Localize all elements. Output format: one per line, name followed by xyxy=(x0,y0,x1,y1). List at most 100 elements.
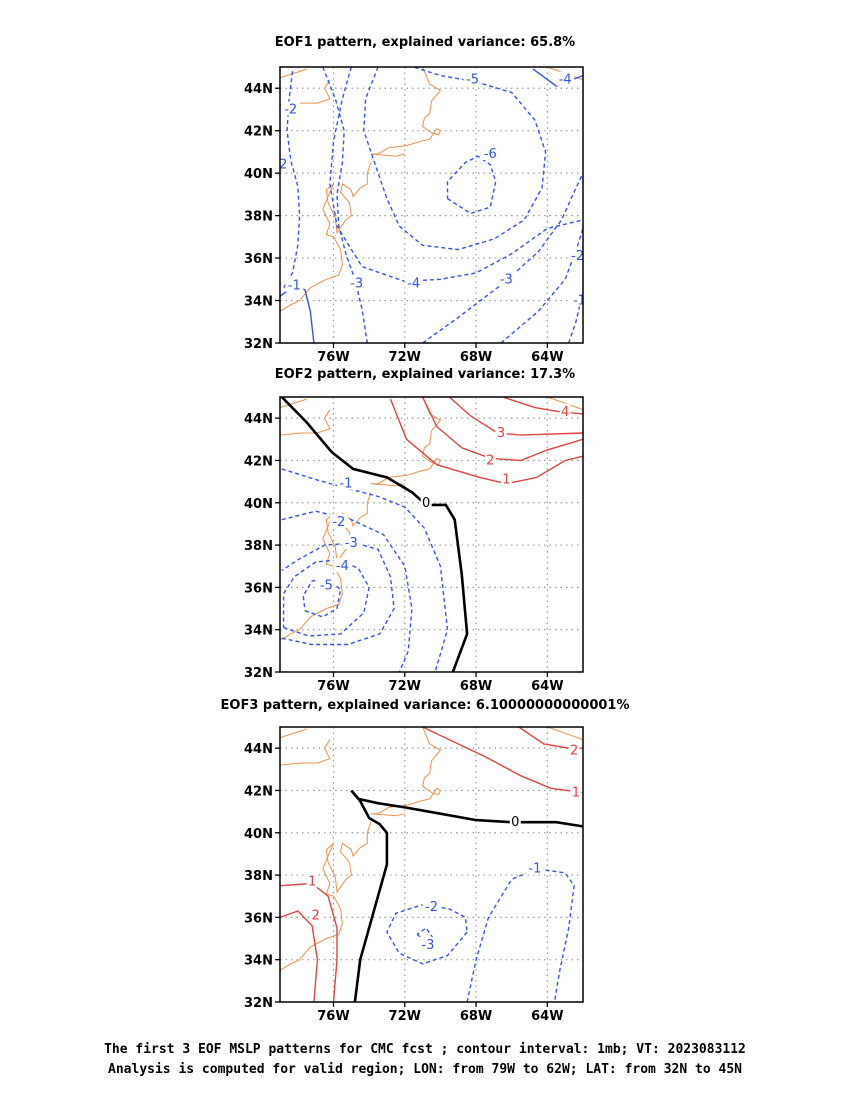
coastline xyxy=(280,728,307,739)
contour-label: -2 xyxy=(571,249,584,264)
coastline xyxy=(280,492,372,641)
contour-line xyxy=(282,559,370,637)
lat-tick-label: 36N xyxy=(244,252,273,267)
contour-line xyxy=(466,867,575,1002)
contour-label: 1 xyxy=(572,786,580,801)
map-panel-3: 0 1 2 -1 -2 -3 1 2 44N 42N 40N 38N 36N 34N 32N 76W 72W 68… xyxy=(244,726,584,1024)
contour-line xyxy=(422,727,583,794)
contour-label-bg xyxy=(333,558,352,573)
contour-label: -2 xyxy=(284,102,297,117)
contour-label: -1 xyxy=(528,862,541,877)
contour-line xyxy=(302,578,342,618)
contour-line xyxy=(363,67,547,251)
contour-line xyxy=(280,882,338,1002)
eof-maps: -2-2-1 -3-4-5-6-4 -3-2-144N42N40N38N36N34N… xyxy=(244,66,586,1024)
contour-line xyxy=(281,542,395,646)
contour-label-bg xyxy=(310,907,322,922)
lon-tick-label: 68W xyxy=(460,1009,492,1024)
lat-tick-label: 44N xyxy=(244,82,273,97)
coastline xyxy=(370,397,442,487)
contour-line xyxy=(386,903,468,965)
contour-label: 0 xyxy=(422,496,430,511)
contour-label-bg xyxy=(317,577,336,592)
lon-tick-label: 76W xyxy=(317,679,349,694)
contour-label-bg xyxy=(347,275,366,290)
contour-label-bg xyxy=(525,860,544,875)
caption-line-1: The first 3 EOF MSLP patterns for CMC fc… xyxy=(104,1042,746,1057)
contour-label-bg xyxy=(570,784,582,799)
panel-title-3: EOF3 pattern, explained variance: 6.1000… xyxy=(220,698,630,713)
lat-tick-label: 42N xyxy=(244,125,273,140)
contour-label-bg xyxy=(404,275,423,290)
contour-line xyxy=(280,910,319,1002)
contour-label: -4 xyxy=(407,277,420,292)
coastline xyxy=(280,409,331,436)
contour-line xyxy=(280,397,469,672)
contour-label-bg xyxy=(500,471,512,486)
contour-line xyxy=(446,155,497,215)
contour-label: -4 xyxy=(559,73,572,88)
contour-line xyxy=(422,172,583,343)
lat-tick-label: 34N xyxy=(244,295,273,310)
lat-tick-label: 40N xyxy=(244,497,273,512)
map-panel-1: -2 -2 -1 -3 -4 -5 -6 -4 -3 -2 -1 44N 42N 40N 38N 36N 34N… xyxy=(244,66,586,365)
contour-label-bg xyxy=(495,424,507,439)
lat-tick-label: 42N xyxy=(244,454,273,469)
lon-tick-label: 72W xyxy=(389,1009,421,1024)
lat-tick-label: 34N xyxy=(244,954,273,969)
contour-label: 3 xyxy=(497,426,505,441)
contour-label: -1 xyxy=(339,477,352,492)
coastline xyxy=(280,162,372,312)
lon-tick-label: 64W xyxy=(531,679,563,694)
contour-line xyxy=(350,789,583,1002)
contour-label-bg xyxy=(336,475,355,490)
contour-label-bg xyxy=(497,271,516,286)
contour-label: 4 xyxy=(561,405,569,420)
coastline xyxy=(280,822,372,971)
contour-label-bg xyxy=(570,292,583,307)
contour-label-bg xyxy=(556,71,575,86)
contour-label: -3 xyxy=(350,277,363,292)
lat-tick-label: 38N xyxy=(244,210,273,225)
contour-label: -2 xyxy=(332,515,345,530)
contour-label-bg xyxy=(481,146,500,161)
coastline xyxy=(280,68,307,79)
lon-tick-label: 68W xyxy=(460,350,492,365)
contour-label-bg xyxy=(281,101,300,116)
contour-label: -1 xyxy=(573,294,586,309)
lat-tick-label: 44N xyxy=(244,412,273,427)
lon-tick-label: 72W xyxy=(389,679,421,694)
lat-tick-label: 40N xyxy=(244,827,273,842)
contour-label-bg xyxy=(568,742,580,757)
coastline xyxy=(547,397,583,411)
contour-label: 1 xyxy=(502,473,510,488)
lon-tick-label: 64W xyxy=(531,350,563,365)
lat-tick-label: 44N xyxy=(244,742,273,757)
contour-line xyxy=(329,67,583,283)
coastline xyxy=(370,727,442,817)
map-frame xyxy=(279,396,584,673)
contour-line xyxy=(281,468,449,672)
contour-line xyxy=(280,284,315,343)
contour-line xyxy=(502,397,583,415)
map-panel-2: 0 123 4 -1 -2-3 -4-5 44N 42N 40N 38N 36N 34N 32N 76W 7… xyxy=(244,396,584,694)
lat-tick-label: 38N xyxy=(244,539,273,554)
lat-tick-label: 32N xyxy=(244,666,273,681)
lat-tick-label: 38N xyxy=(244,869,273,884)
lon-tick-label: 68W xyxy=(460,679,492,694)
lon-tick-label: 76W xyxy=(317,1009,349,1024)
contour-label: -3 xyxy=(421,938,434,953)
contour-label-bg xyxy=(280,156,290,171)
contour-label: -6 xyxy=(484,147,497,162)
contour-label: -4 xyxy=(336,559,349,574)
map-frame xyxy=(279,66,584,344)
contour-label-bg xyxy=(463,71,482,86)
contour-line xyxy=(281,510,413,672)
panel-title-2: EOF2 pattern, explained variance: 17.3% xyxy=(274,367,576,382)
caption-line-2: Analysis is computed for valid region; L… xyxy=(108,1062,742,1077)
contour-label-bg xyxy=(306,873,318,888)
lat-tick-label: 32N xyxy=(244,996,273,1011)
contour-label: 2 xyxy=(312,908,320,923)
coastline xyxy=(370,67,442,157)
contour-label-bg xyxy=(422,898,441,913)
